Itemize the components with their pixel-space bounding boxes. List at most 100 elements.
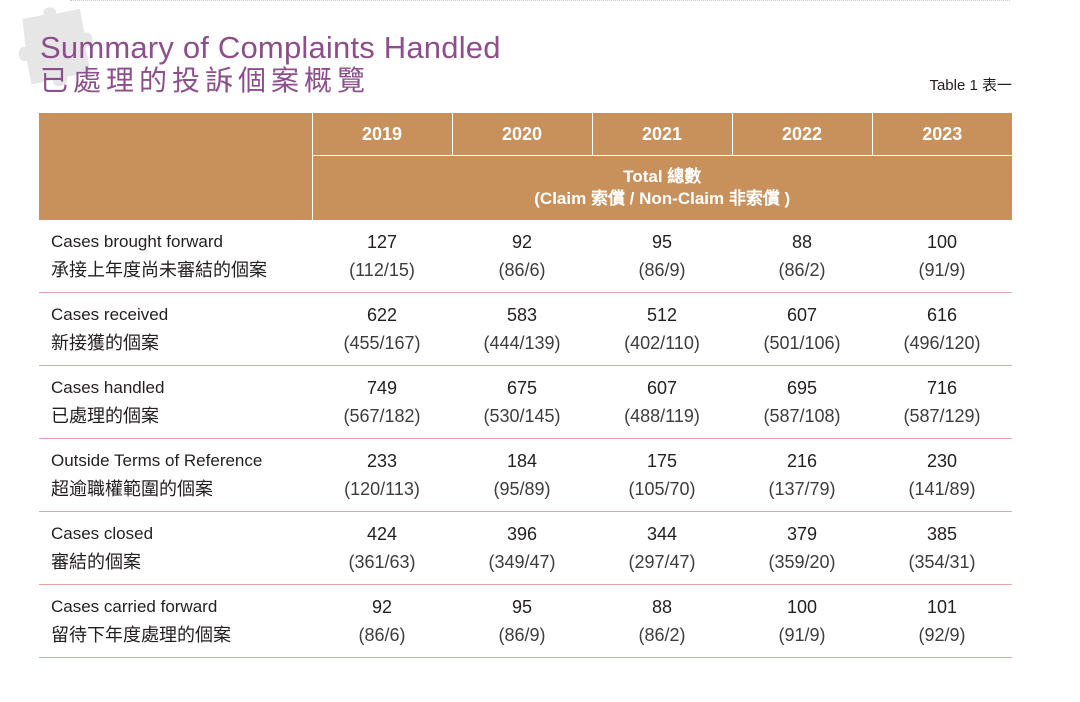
value-cell: 230 (141/89) [872,438,1012,512]
value-cell: 216 (137/79) [732,438,872,512]
value-cell: 92 (86/6) [452,220,592,293]
claim-split-value: (92/9) [918,625,966,645]
value-cell: 716 (587/129) [872,365,1012,439]
value-cell: 184 (95/89) [452,438,592,512]
top-dotted-rule [70,0,1010,1]
page-title-english: Summary of Complaints Handled [40,30,501,65]
row-label: Cases closed 審結的個案 [39,511,312,585]
row-label: Cases carried forward 留待下年度處理的個案 [39,584,312,658]
table-row: Outside Terms of Reference 超逾職權範圍的個案 233… [39,438,1012,512]
claim-split-value: (359/20) [768,552,836,572]
value-cell: 424 (361/63) [312,511,452,585]
row-label: Cases handled 已處理的個案 [39,365,312,439]
year-header-2021: 2021 [591,113,732,156]
claim-split-value: (120/113) [344,479,420,499]
value-cell: 127 (112/15) [312,220,452,293]
total-header-row: Total 總數 (Claim 索償 / Non-Claim 非索償 ) [39,155,1012,220]
claim-split-value: (86/9) [498,625,546,645]
table-row: Cases closed 審結的個案 424 (361/63) 396 (349/4… [39,511,1012,585]
claim-split-value: (91/9) [778,625,826,645]
table-row: Cases handled 已處理的個案 749 (567/182) 675 (53… [39,365,1012,439]
total-value: 607 [786,305,818,325]
total-value: 175 [646,451,678,471]
value-cell: 583 (444/139) [452,292,592,366]
value-cell: 88 (86/2) [592,584,732,658]
total-value: 216 [786,451,818,471]
puzzle-piece-icon [18,7,93,87]
value-cell: 88 (86/2) [732,220,872,293]
row-label-english: Cases brought forward [51,232,223,251]
claim-split-value: (488/119) [624,406,700,426]
value-cell: 749 (567/182) [312,365,452,439]
value-cell: 233 (120/113) [312,438,452,512]
claim-split-value: (455/167) [343,333,421,353]
claim-split-value: (501/106) [763,333,841,353]
claim-split-value: (354/31) [908,552,976,572]
claim-split-value: (141/89) [908,479,976,499]
value-cell: 607 (501/106) [732,292,872,366]
row-label-english: Cases carried forward [51,597,218,616]
total-header-line2: (Claim 索償 / Non-Claim 非索償 ) [534,189,791,208]
claim-split-value: (95/89) [493,479,551,499]
total-header-line1: Total 總數 [623,167,702,186]
claim-split-value: (112/15) [349,260,415,280]
claim-split-value: (402/110) [624,333,700,353]
value-cell: 512 (402/110) [592,292,732,366]
table-row: Cases received 新接獲的個案 622 (455/167) 583 (4… [39,292,1012,366]
header-blank-cell [39,113,312,220]
total-value: 616 [926,305,958,325]
claim-split-value: (530/145) [483,406,561,426]
value-cell: 101 (92/9) [872,584,1012,658]
total-value: 184 [506,451,538,471]
total-value: 607 [646,378,678,398]
claim-split-value: (349/47) [488,552,556,572]
page-title-chinese: 已處理的投訴個案概覽 [40,65,371,96]
row-label: Outside Terms of Reference 超逾職權範圍的個案 [39,438,312,512]
total-value: 583 [506,305,538,325]
table-row: Cases brought forward 承接上年度尚未審結的個案 127 (1… [39,220,1012,293]
total-value: 88 [651,597,673,617]
total-value: 233 [366,451,398,471]
row-label-chinese: 已處理的個案 [51,406,159,426]
total-value: 100 [926,232,958,252]
year-header-2022: 2022 [731,113,872,156]
claim-split-value: (587/108) [763,406,841,426]
complaints-summary-table: 2019 2020 2021 2022 2023 Total 總數 (Claim… [39,113,1012,658]
value-cell: 92 (86/6) [312,584,452,658]
table-row: Cases carried forward 留待下年度處理的個案 92 (86/6… [39,584,1012,658]
total-value: 100 [786,597,818,617]
row-label-english: Cases closed [51,524,154,543]
claim-split-value: (86/6) [498,260,546,280]
value-cell: 675 (530/145) [452,365,592,439]
total-value: 385 [926,524,958,544]
row-label-chinese: 新接獲的個案 [51,333,159,353]
total-value: 92 [371,597,393,617]
year-header-2020: 2020 [451,113,592,156]
value-cell: 95 (86/9) [452,584,592,658]
value-cell: 100 (91/9) [872,220,1012,293]
value-cell: 95 (86/9) [592,220,732,293]
value-cell: 175 (105/70) [592,438,732,512]
value-cell: 607 (488/119) [592,365,732,439]
year-header-2019: 2019 [311,113,452,156]
claim-split-value: (86/2) [638,625,686,645]
claim-split-value: (91/9) [918,260,966,280]
claim-split-value: (587/129) [903,406,981,426]
value-cell: 379 (359/20) [732,511,872,585]
value-cell: 622 (455/167) [312,292,452,366]
total-value: 92 [511,232,533,252]
total-value: 95 [511,597,533,617]
year-header-row: 2019 2020 2021 2022 2023 [39,113,1012,220]
claim-split-value: (297/47) [628,552,696,572]
table-number-label: Table 1 表一 [929,77,1012,94]
total-value: 230 [926,451,958,471]
row-label: Cases received 新接獲的個案 [39,292,312,366]
total-value: 424 [366,524,398,544]
value-cell: 695 (587/108) [732,365,872,439]
row-label: Cases brought forward 承接上年度尚未審結的個案 [39,220,312,293]
claim-split-value: (567/182) [343,406,421,426]
total-value: 675 [506,378,538,398]
total-value: 396 [506,524,538,544]
total-value: 95 [651,232,673,252]
row-label-chinese: 審結的個案 [51,552,141,572]
